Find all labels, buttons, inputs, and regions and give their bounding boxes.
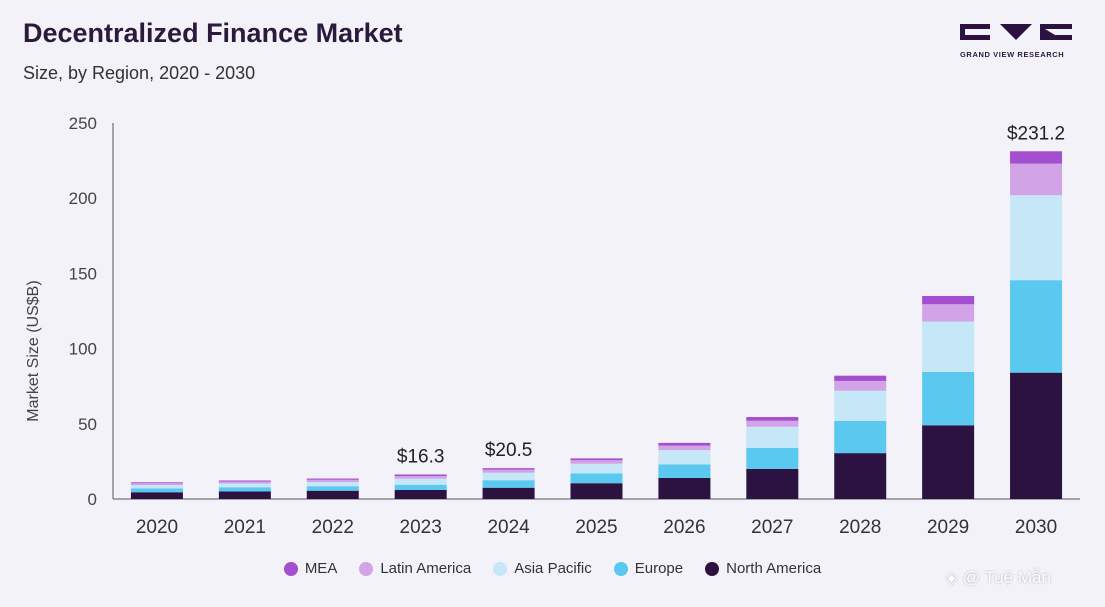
total-label-2024: $20.5: [485, 440, 533, 461]
bar-asia-pacific-2029: [922, 321, 975, 372]
x-tick-label: 2020: [136, 517, 178, 538]
bar-europe-2021: [218, 487, 271, 492]
bar-asia-pacific-2021: [218, 483, 271, 488]
bar-north-america-2027: [746, 468, 799, 499]
bar-mea-2030: [1010, 151, 1063, 164]
legend-item-north-america: North America: [705, 560, 821, 577]
bar-mea-2022: [306, 478, 359, 480]
y-tick-label: 100: [69, 340, 97, 359]
legend-item-europe: Europe: [613, 560, 684, 577]
bar-europe-2020: [130, 488, 183, 493]
bar-mea-2028: [834, 375, 887, 381]
bar-asia-pacific-2026: [658, 450, 711, 465]
legend-label: Latin America: [380, 560, 472, 577]
legend-label: Asia Pacific: [514, 560, 592, 577]
y-tick-label: 200: [69, 189, 97, 208]
bar-north-america-2028: [834, 453, 887, 499]
bar-asia-pacific-2023: [394, 478, 447, 485]
bar-north-america-2021: [218, 491, 271, 499]
y-axis-label: Market Size (US$B): [25, 280, 42, 421]
watermark: ◈ @ Tuệ Mẫn: [945, 568, 1051, 587]
grand-view-research-logo: [960, 24, 1072, 40]
bar-latin-america-2027: [746, 420, 799, 427]
total-label-2023: $16.3: [397, 446, 445, 467]
bar-latin-america-2030: [1010, 163, 1063, 196]
bar-europe-2027: [746, 447, 799, 469]
bar-mea-2027: [746, 417, 799, 421]
bar-mea-2025: [570, 458, 623, 461]
bar-north-america-2023: [394, 489, 447, 499]
bar-europe-2029: [922, 371, 975, 426]
x-tick-label: 2024: [487, 517, 530, 538]
stacked-bar-chart: 0 50 100 150 200 250 Market Size (US$B) 2020 202…: [25, 114, 1080, 538]
total-label-2030: $231.2: [1007, 123, 1065, 144]
bar-north-america-2030: [1010, 372, 1063, 499]
legend-swatch: [493, 561, 508, 576]
y-tick-label: 250: [69, 114, 97, 133]
x-tick-label: 2027: [751, 517, 793, 538]
bar-asia-pacific-2022: [306, 482, 359, 487]
x-tick-label: 2028: [839, 517, 881, 538]
legend-label: Europe: [634, 560, 684, 577]
bar-latin-america-2023: [394, 475, 447, 479]
legend-item-mea: MEA: [283, 560, 338, 577]
bar-europe-2025: [570, 473, 623, 484]
bar-asia-pacific-2020: [130, 485, 183, 489]
chart-title: Decentralized Finance Market: [23, 18, 403, 48]
chart-legend: MEA Latin America Asia Pacific Europe North …: [0, 560, 1105, 577]
bar-europe-2024: [482, 480, 535, 488]
legend-swatch: [613, 561, 628, 576]
bar-north-america-2022: [306, 490, 359, 499]
y-tick-label: 150: [69, 264, 97, 283]
bar-latin-america-2029: [922, 304, 975, 322]
x-tick-label: 2030: [1015, 517, 1057, 538]
legend-label: MEA: [304, 560, 338, 577]
y-tick-label: 50: [78, 415, 97, 434]
legend-label: North America: [726, 560, 822, 577]
legend-swatch: [705, 561, 720, 576]
x-tick-label: 2025: [575, 517, 617, 538]
bar-asia-pacific-2024: [482, 472, 535, 481]
bar-europe-2028: [834, 420, 887, 454]
y-tick-label: 0: [88, 490, 97, 509]
bar-latin-america-2021: [218, 481, 271, 484]
x-tick-label: 2022: [312, 517, 354, 538]
x-tick-label: 2029: [927, 517, 969, 538]
legend-item-asia-pacific: Asia Pacific: [493, 560, 592, 577]
x-tick-label: 2021: [224, 517, 266, 538]
bar-asia-pacific-2025: [570, 463, 623, 474]
x-tick-label: 2026: [663, 517, 705, 538]
bar-asia-pacific-2028: [834, 390, 887, 421]
bar-asia-pacific-2027: [746, 426, 799, 448]
bar-latin-america-2025: [570, 460, 623, 464]
bar-latin-america-2028: [834, 380, 887, 391]
legend-item-latin-america: Latin America: [359, 560, 471, 577]
chart-subtitle: Size, by Region, 2020 - 2030: [23, 63, 256, 83]
legend-swatch: [283, 561, 298, 576]
bar-north-america-2026: [658, 477, 711, 499]
bar-europe-2030: [1010, 280, 1063, 373]
bar-asia-pacific-2030: [1010, 195, 1063, 281]
bar-europe-2026: [658, 464, 711, 478]
bar-north-america-2025: [570, 483, 623, 499]
bar-mea-2021: [218, 480, 271, 482]
bar-latin-america-2026: [658, 445, 711, 451]
bar-mea-2023: [394, 474, 447, 476]
bar-latin-america-2024: [482, 469, 535, 473]
bar-europe-2023: [394, 484, 447, 490]
bar-latin-america-2020: [130, 483, 183, 486]
bar-mea-2020: [130, 482, 183, 484]
bar-north-america-2020: [130, 492, 183, 499]
bar-mea-2024: [482, 468, 535, 470]
bar-latin-america-2022: [306, 479, 359, 483]
bar-mea-2029: [922, 295, 975, 305]
bar-mea-2026: [658, 442, 711, 446]
bar-north-america-2024: [482, 487, 535, 499]
x-tick-label: 2023: [400, 517, 442, 538]
logo-text: GRAND VIEW RESEARCH: [960, 50, 1065, 59]
bar-north-america-2029: [922, 425, 975, 499]
legend-swatch: [359, 561, 374, 576]
bar-europe-2022: [306, 486, 359, 491]
